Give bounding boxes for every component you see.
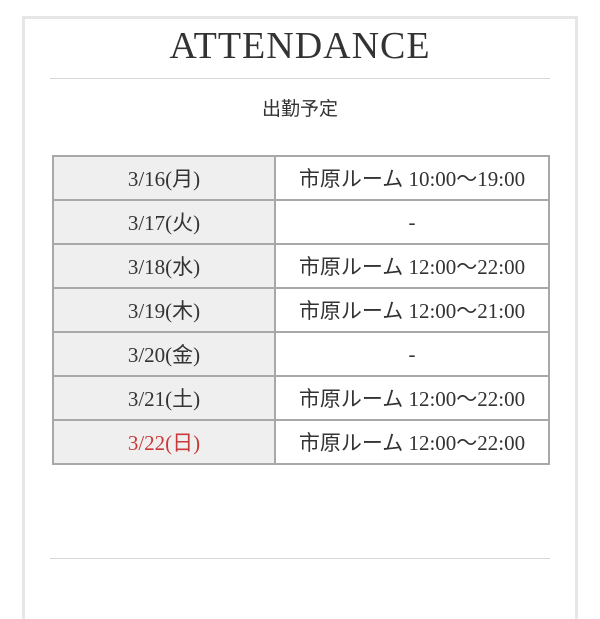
schedule-date: 3/20(金) [52, 331, 276, 377]
page-title: ATTENDANCE [169, 25, 431, 67]
schedule-shift: 市原ルーム 12:00〜21:00 [274, 287, 550, 333]
schedule-date: 3/21(土) [52, 375, 276, 421]
schedule-row: 3/19(木) 市原ルーム 12:00〜21:00 [52, 287, 550, 333]
schedule-date: 3/16(月) [52, 155, 276, 201]
schedule-row: 3/20(金) - [52, 331, 550, 377]
schedule-date: 3/17(火) [52, 199, 276, 245]
schedule-row: 3/17(火) - [52, 199, 550, 245]
title-divider [50, 78, 550, 79]
schedule-date: 3/18(水) [52, 243, 276, 289]
schedule-table: 3/16(月) 市原ルーム 10:00〜19:00 3/17(火) -3/18(水) 市… [52, 155, 550, 465]
bottom-divider [50, 558, 550, 559]
schedule-row: 3/16(月) 市原ルーム 10:00〜19:00 [52, 155, 550, 201]
schedule-shift: 市原ルーム 12:00〜22:00 [274, 243, 550, 289]
schedule-shift: 市原ルーム 12:00〜22:00 [274, 419, 550, 465]
schedule-row: 3/21(土) 市原ルーム 12:00〜22:00 [52, 375, 550, 421]
schedule-date: 3/19(木) [52, 287, 276, 333]
schedule-shift: 市原ルーム 10:00〜19:00 [274, 155, 550, 201]
schedule-date: 3/22(日) [52, 419, 276, 465]
schedule-shift: - [274, 331, 550, 377]
section-subtitle: 出勤予定 [261, 99, 338, 120]
content-frame [22, 16, 578, 619]
schedule-row: 3/18(水) 市原ルーム 12:00〜22:00 [52, 243, 550, 289]
schedule-shift: 市原ルーム 12:00〜22:00 [274, 375, 550, 421]
schedule-row: 3/22(日) 市原ルーム 12:00〜22:00 [52, 419, 550, 465]
schedule-shift: - [274, 199, 550, 245]
